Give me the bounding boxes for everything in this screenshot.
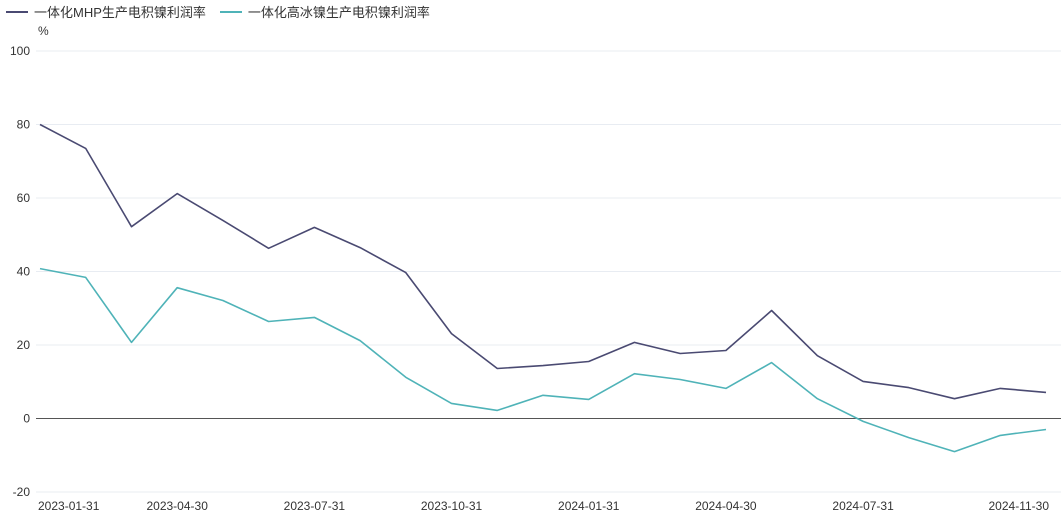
series-line-1 bbox=[39, 267, 1047, 453]
legend-label-mhp: 一体化MHP生产电积镍利润率 bbox=[34, 5, 206, 20]
y-tick-label: 20 bbox=[17, 338, 31, 352]
y-tick-label: 80 bbox=[17, 118, 31, 132]
y-tick-label: -20 bbox=[13, 485, 31, 499]
x-tick-label: 2024-01-31 bbox=[558, 499, 620, 513]
x-tick-label: 2023-07-31 bbox=[284, 499, 346, 513]
legend-swatch-mhp bbox=[6, 10, 28, 13]
legend-label-high-ice-nickel: 一体化高冰镍生产电积镍利润率 bbox=[247, 5, 430, 20]
y-tick-label: 0 bbox=[23, 412, 30, 426]
x-tick-label: 2024-11-30 bbox=[989, 499, 1050, 513]
y-tick-label: 100 bbox=[10, 44, 30, 58]
x-tick-label: 2023-04-30 bbox=[146, 499, 208, 513]
legend-item-high-ice-nickel[interactable]: 一体化高冰镍生产电积镍利润率 bbox=[219, 2, 430, 21]
x-tick-label: 2024-04-30 bbox=[695, 499, 757, 513]
x-tick-label: 2024-07-31 bbox=[832, 499, 894, 513]
y-tick-label: 40 bbox=[17, 265, 31, 279]
x-tick-label: 2023-01-31 bbox=[38, 499, 100, 513]
y-axis-unit: % bbox=[38, 24, 49, 38]
legend-item-mhp[interactable]: 一体化MHP生产电积镍利润率 bbox=[6, 2, 206, 21]
y-tick-label: 60 bbox=[17, 191, 31, 205]
x-tick-label: 2023-10-31 bbox=[421, 499, 483, 513]
series-line-0 bbox=[39, 123, 1047, 400]
legend-swatch-high-ice-nickel bbox=[219, 10, 242, 13]
legend: 一体化MHP生产电积镍利润率 一体化高冰镍生产电积镍利润率 bbox=[6, 2, 430, 21]
